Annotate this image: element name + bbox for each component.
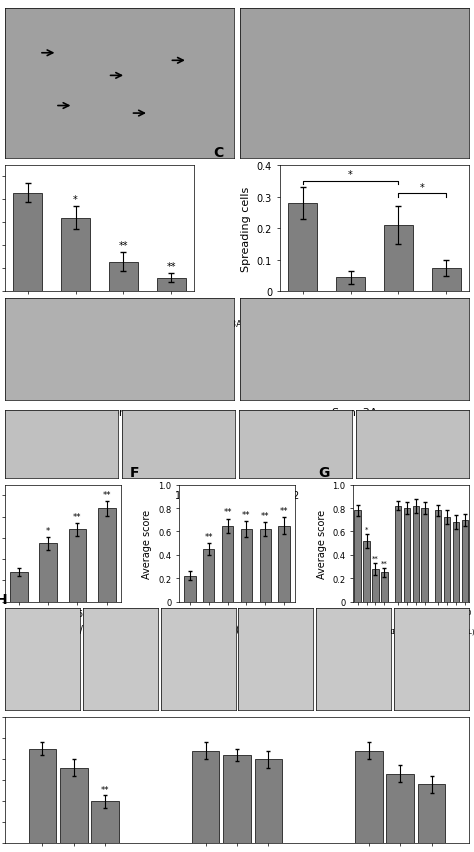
Bar	[255, 759, 282, 843]
Text: −: −	[300, 335, 307, 344]
Bar	[39, 544, 57, 602]
Text: **: **	[102, 490, 111, 499]
Text: VEGF₁₆₅ (25ng/mL): VEGF₁₆₅ (25ng/mL)	[196, 739, 275, 748]
Text: **: **	[73, 512, 82, 521]
Text: VEGF₁₂₁(25ng/mL): VEGF₁₂₁(25ng/mL)	[354, 739, 429, 748]
X-axis label: Sema3A(μg/mL): Sema3A(μg/mL)	[24, 624, 102, 634]
Bar	[279, 526, 290, 602]
Bar	[435, 511, 441, 602]
Bar	[109, 262, 138, 292]
Text: **: **	[280, 507, 288, 515]
Text: VEGF165(ng/mL): VEGF165(ng/mL)	[341, 627, 401, 634]
Bar	[395, 506, 401, 602]
Bar	[336, 278, 365, 292]
Text: −: −	[194, 722, 202, 733]
X-axis label: Time(min): Time(min)	[212, 624, 262, 634]
Bar	[453, 522, 459, 602]
Bar	[432, 268, 461, 292]
Bar	[241, 529, 252, 602]
Text: +: +	[116, 722, 124, 733]
Text: Sema3A: Sema3A	[332, 407, 378, 417]
Text: *: *	[348, 170, 353, 180]
Text: VEGF121(ng/mL): VEGF121(ng/mL)	[382, 627, 441, 634]
Text: 165: 165	[390, 335, 406, 344]
Text: Sema3A: Sema3A	[332, 171, 378, 181]
Bar	[412, 506, 419, 602]
Bar	[403, 509, 410, 602]
Text: Medium alone: Medium alone	[50, 739, 109, 748]
Text: **: **	[166, 262, 176, 272]
Bar	[222, 526, 233, 602]
Text: +: +	[347, 320, 354, 329]
Text: *: *	[46, 526, 50, 535]
Bar	[28, 749, 56, 843]
Bar	[98, 509, 116, 602]
Bar	[381, 573, 388, 602]
Text: Sema3A: Sema3A	[208, 320, 243, 329]
Text: *: *	[73, 195, 78, 204]
Text: 3: 3	[410, 491, 416, 501]
Bar	[157, 279, 186, 292]
Text: **: **	[204, 532, 213, 541]
Text: **: **	[372, 555, 379, 561]
Bar	[69, 530, 86, 602]
Bar	[10, 573, 27, 602]
Bar	[364, 541, 370, 602]
Text: G: G	[319, 465, 329, 480]
Text: VEGF: VEGF	[208, 335, 230, 344]
Bar	[444, 518, 450, 602]
Text: **: **	[242, 510, 251, 519]
Bar	[223, 755, 251, 843]
X-axis label: Sema3A (μg/mL): Sema3A (μg/mL)	[53, 315, 146, 325]
Text: none: none	[105, 171, 133, 181]
Bar	[421, 509, 428, 602]
Text: **: **	[381, 560, 388, 566]
Bar	[13, 193, 42, 292]
Bar	[192, 751, 219, 843]
Text: +: +	[272, 722, 280, 733]
Text: +: +	[428, 722, 436, 733]
Text: *: *	[365, 526, 368, 532]
Text: 121: 121	[438, 335, 454, 344]
Text: −: −	[300, 320, 307, 329]
Text: −: −	[38, 722, 46, 733]
Text: +: +	[442, 320, 449, 329]
Text: F: F	[130, 465, 140, 480]
Bar	[373, 569, 379, 602]
Text: 1: 1	[175, 491, 182, 501]
Bar	[384, 226, 413, 292]
Bar	[418, 785, 446, 843]
Text: +: +	[395, 320, 401, 329]
Text: −: −	[350, 722, 358, 733]
Bar	[60, 768, 88, 843]
Bar	[184, 576, 195, 602]
Text: H: H	[0, 592, 8, 607]
Text: **: **	[223, 508, 232, 516]
Bar	[91, 802, 119, 843]
Bar	[386, 774, 414, 843]
Text: C: C	[213, 146, 224, 159]
Bar	[260, 529, 271, 602]
Bar	[61, 219, 90, 292]
Text: *: *	[420, 182, 425, 193]
Y-axis label: Average score: Average score	[317, 509, 327, 578]
Y-axis label: Average score: Average score	[143, 509, 153, 578]
Text: −: −	[347, 335, 354, 344]
Text: **: **	[101, 785, 109, 794]
Text: Score
0: Score 0	[48, 491, 75, 512]
Y-axis label: Spreading cells: Spreading cells	[241, 187, 251, 272]
Bar	[355, 751, 383, 843]
Text: **: **	[118, 241, 128, 250]
Text: 2: 2	[292, 491, 299, 501]
Text: **: **	[261, 511, 270, 521]
Bar	[288, 204, 317, 292]
Text: FGF-2(ng/mL): FGF-2(ng/mL)	[428, 627, 474, 634]
Bar	[355, 511, 361, 602]
Bar	[462, 521, 468, 602]
Bar	[203, 550, 214, 602]
Text: none: none	[105, 407, 133, 417]
